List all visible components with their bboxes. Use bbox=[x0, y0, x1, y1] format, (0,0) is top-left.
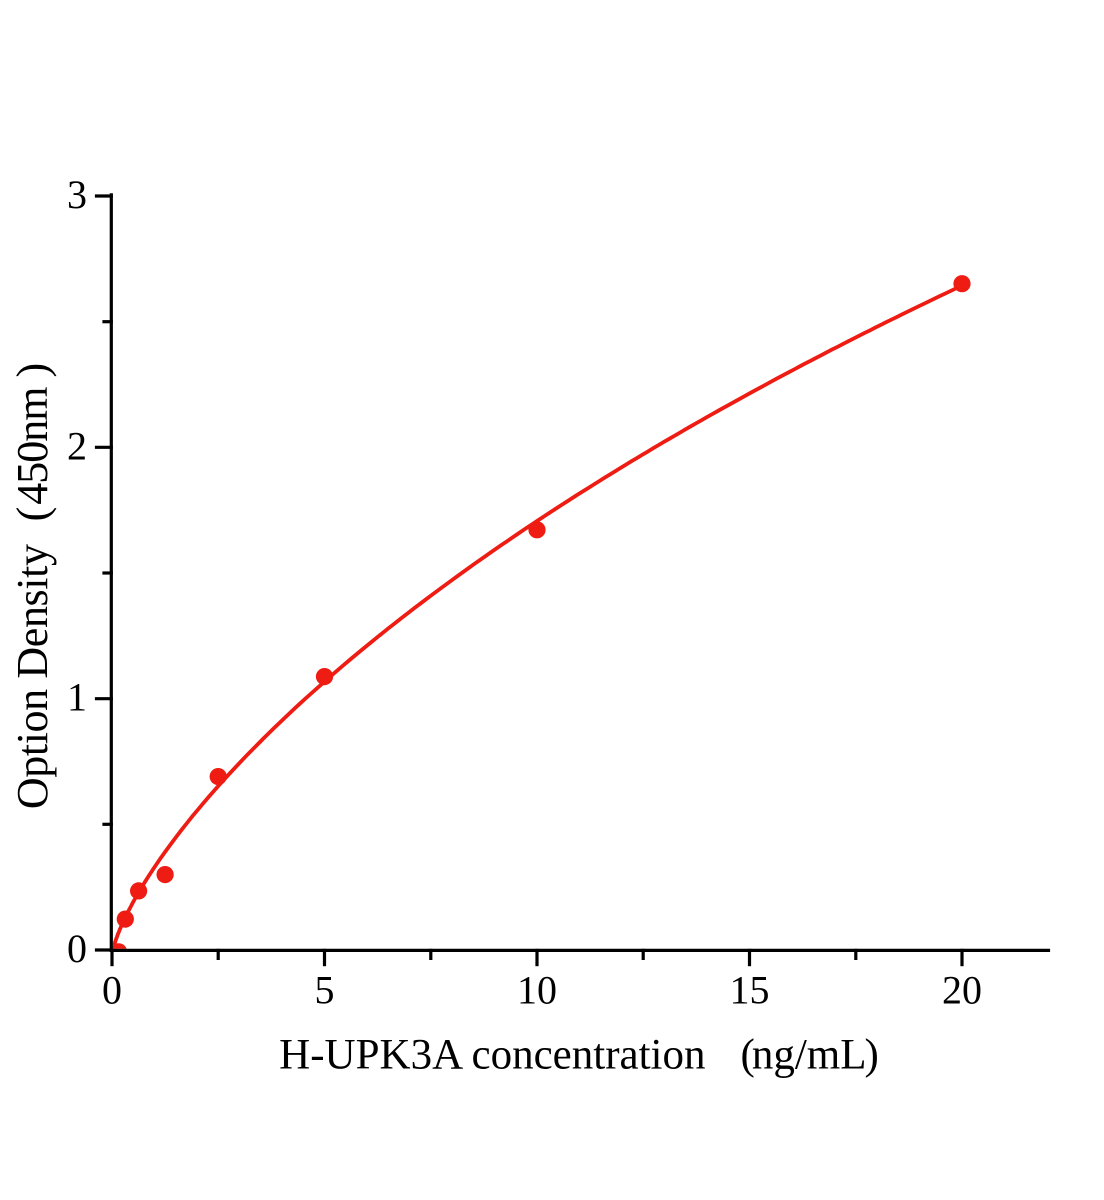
svg-text:20: 20 bbox=[942, 968, 982, 1013]
svg-text:2: 2 bbox=[67, 423, 87, 468]
svg-text:1: 1 bbox=[67, 675, 87, 720]
svg-text:15: 15 bbox=[730, 968, 770, 1013]
svg-text:0: 0 bbox=[102, 968, 122, 1013]
svg-text:10: 10 bbox=[517, 968, 557, 1013]
svg-text:5: 5 bbox=[315, 968, 335, 1013]
svg-text:H-UPK3A concentration(ng/mL): H-UPK3A concentration (ng/mL) bbox=[279, 1032, 879, 1079]
svg-text:0: 0 bbox=[67, 926, 87, 971]
svg-text:Option Density(450nm): Option Density(450nm) bbox=[8, 363, 57, 809]
svg-text:3: 3 bbox=[67, 172, 87, 217]
